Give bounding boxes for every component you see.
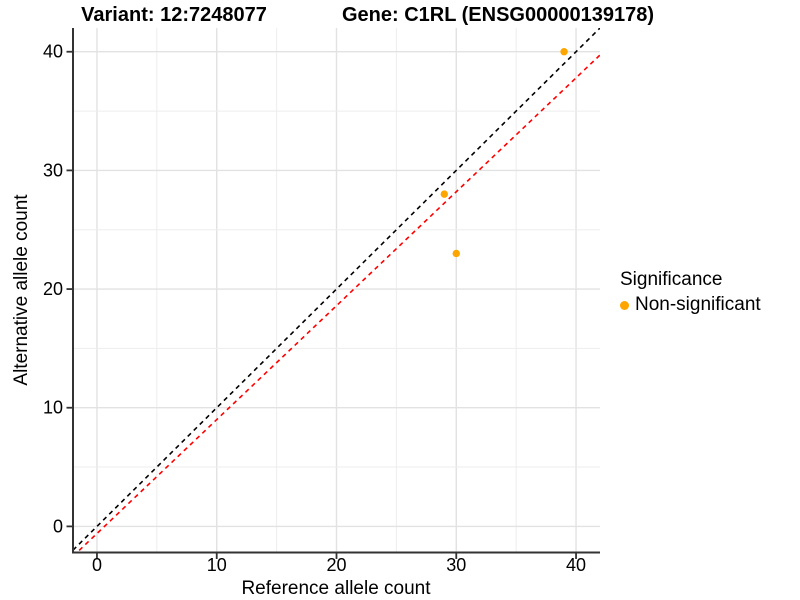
y-tick-label: 20 [43, 279, 63, 299]
y-tick-label: 40 [43, 42, 63, 62]
y-tick-label: 30 [43, 160, 63, 180]
y-tick-label: 10 [43, 398, 63, 418]
plot-title-gene: Gene: C1RL (ENSG00000139178) [341, 4, 655, 26]
legend: Significance Non-significant [620, 269, 761, 316]
y-tick-label: 0 [53, 516, 63, 536]
fit-line [75, 54, 600, 553]
legend-item-label: Non-significant [635, 294, 761, 315]
x-tick-label: 40 [566, 555, 586, 575]
x-tick-label: 10 [207, 555, 227, 575]
plot-title-variant: Variant: 12:7248077 [81, 4, 267, 26]
y-axis-title: Alternative allele count [11, 194, 32, 386]
data-point [452, 249, 460, 258]
data-point [560, 48, 568, 56]
x-axis-title: Reference allele count [241, 578, 431, 599]
data-point [440, 190, 448, 198]
x-tick-label: 20 [326, 555, 346, 575]
x-tick-label: 0 [92, 555, 102, 575]
x-tick-label: 30 [446, 555, 466, 575]
legend-item-non-significant: Non-significant [620, 294, 761, 316]
legend-title: Significance [620, 269, 723, 290]
legend-point-icon [620, 300, 629, 310]
